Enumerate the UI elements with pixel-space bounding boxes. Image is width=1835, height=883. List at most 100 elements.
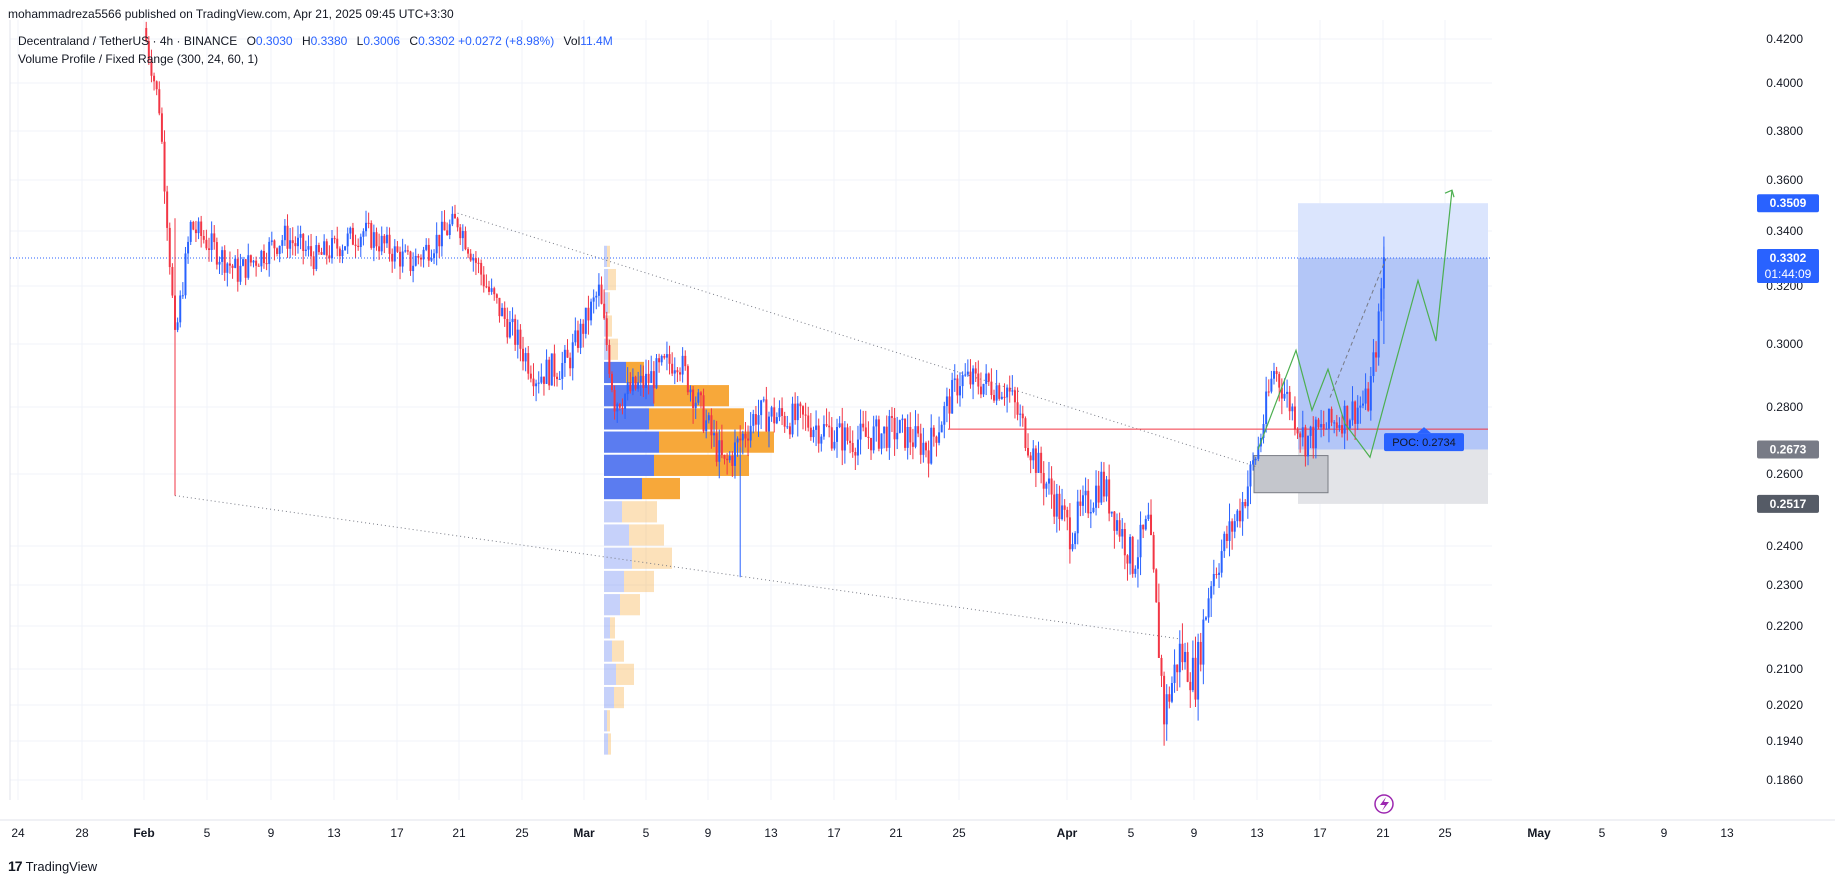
- candle-down: [1157, 602, 1160, 658]
- candle-up: [579, 323, 582, 348]
- candle-up: [331, 238, 333, 259]
- candle-down: [720, 440, 723, 456]
- time-tick-label: 25: [952, 826, 966, 840]
- price-axis-bg: [1492, 0, 1835, 820]
- candle-up: [461, 231, 464, 239]
- candle-down: [1027, 447, 1030, 456]
- candle-down: [1118, 520, 1121, 537]
- candle-up: [1218, 572, 1221, 575]
- candle-up: [349, 227, 352, 234]
- candle-down: [608, 344, 611, 374]
- candle-down: [1040, 452, 1043, 474]
- candle-down: [273, 240, 276, 249]
- price-badge-label: 0.3509: [1770, 196, 1807, 210]
- candle-up: [775, 417, 778, 424]
- candle-up: [1309, 426, 1312, 436]
- candle-down: [679, 372, 682, 375]
- candle-up: [1333, 422, 1336, 424]
- candle-up: [898, 420, 901, 433]
- candle-up: [786, 426, 789, 428]
- candle-up: [574, 330, 577, 343]
- candle-up: [590, 301, 593, 321]
- candle-up: [1291, 406, 1294, 412]
- candle-down: [998, 385, 1001, 399]
- candle-up: [953, 378, 956, 381]
- candle-down: [553, 353, 556, 377]
- candle-down: [990, 381, 993, 396]
- time-tick-label: 9: [1191, 826, 1198, 840]
- candle-up: [1364, 388, 1367, 404]
- candle-down: [862, 423, 865, 428]
- candle-down: [375, 232, 378, 247]
- tradingview-brand[interactable]: 17 TradingView: [8, 858, 97, 874]
- chart-legend: Decentraland / TetherUS · 4h · BINANCE O…: [18, 34, 613, 48]
- time-tick-label: Apr: [1057, 826, 1078, 840]
- price-badge-bg: [1757, 494, 1819, 513]
- poc-label-bg: [1384, 433, 1464, 452]
- candle-down: [1142, 524, 1145, 530]
- candle-up: [1191, 657, 1194, 691]
- candle-up: [985, 373, 988, 384]
- candle-down: [977, 373, 980, 387]
- candle-up: [655, 358, 658, 389]
- candle-up: [197, 221, 200, 234]
- vp-row-up: [604, 594, 620, 616]
- time-tick-label: 13: [1250, 826, 1264, 840]
- price-axis[interactable]: 0.42000.40000.38000.36000.34000.32000.30…: [1492, 0, 1835, 820]
- candle-down: [870, 437, 873, 451]
- price-badge-label: 0.2517: [1770, 497, 1807, 511]
- candle-up: [964, 374, 967, 376]
- candle-up: [501, 307, 504, 317]
- lightning-icon[interactable]: [1374, 794, 1394, 814]
- candle-down: [582, 323, 585, 334]
- candle-down: [1194, 657, 1197, 700]
- price-tick-label: 0.3800: [1766, 124, 1803, 138]
- candle-up: [1343, 405, 1346, 434]
- candle-up: [1173, 664, 1176, 684]
- candle-up: [1314, 419, 1317, 449]
- candle-down: [867, 436, 870, 438]
- candle-down: [1215, 573, 1218, 575]
- candle-up: [660, 356, 663, 363]
- symbol-title[interactable]: Decentraland / TetherUS · 4h · BINANCE: [18, 34, 238, 48]
- candle-up: [1071, 544, 1074, 550]
- candle-down: [1063, 505, 1066, 510]
- candle-down: [1231, 521, 1234, 532]
- vp-row-up: [604, 315, 607, 337]
- candle-down: [446, 230, 449, 236]
- candle-down: [692, 389, 695, 409]
- candle-up: [221, 250, 224, 262]
- candle-up: [1249, 464, 1252, 487]
- price-tick-label: 0.2200: [1766, 619, 1803, 633]
- candle-down: [249, 255, 252, 263]
- candle-up: [1380, 288, 1383, 312]
- candle-up: [1165, 694, 1168, 725]
- candle-up: [281, 240, 284, 246]
- candle-down: [885, 426, 888, 448]
- time-tick-label: Mar: [573, 826, 595, 840]
- candle-down: [1335, 422, 1338, 428]
- candle-up: [1348, 420, 1351, 429]
- vp-row-down: [612, 640, 624, 662]
- candle-up: [1228, 521, 1231, 542]
- candle-down: [498, 297, 501, 317]
- candle-up: [778, 408, 781, 418]
- time-axis[interactable]: 24 28 Feb 5 9 13 17 21 25 Mar 5 9 13 17 21 25 Apr 5 9 13 17 2…: [0, 819, 1835, 840]
- candle-up: [943, 406, 946, 425]
- candle-up: [624, 394, 627, 409]
- candle-up: [260, 250, 263, 267]
- candle-up: [597, 284, 600, 296]
- candle-down: [1034, 448, 1037, 473]
- candle-down: [987, 373, 990, 382]
- candle-down: [799, 403, 802, 407]
- candle-up: [1105, 479, 1108, 497]
- candle-up: [665, 354, 668, 358]
- candle-up: [472, 258, 475, 261]
- candle-down: [911, 442, 914, 447]
- candle-down: [438, 234, 441, 247]
- candle-down: [1199, 641, 1202, 665]
- candle-up: [1207, 598, 1210, 618]
- indicator-legend[interactable]: Volume Profile / Fixed Range (300, 24, 6…: [18, 52, 259, 66]
- candle-up: [1100, 471, 1103, 503]
